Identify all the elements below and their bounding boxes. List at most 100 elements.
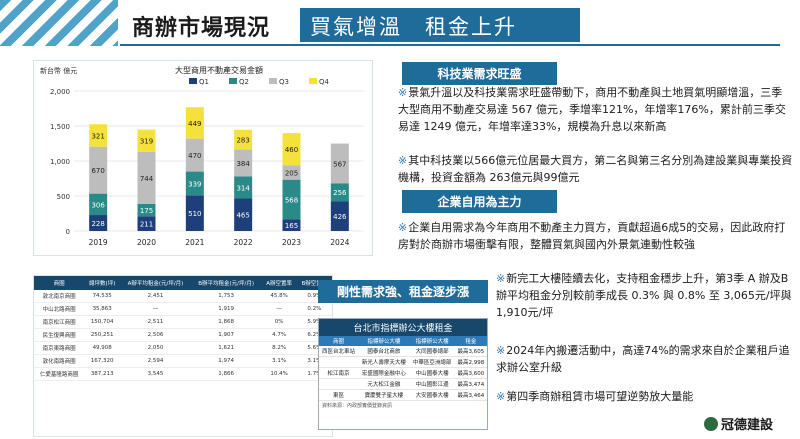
district-row: 南京東路商圈 49,908 2,050 1,621 8.2% 5.6% bbox=[34, 341, 332, 355]
building-cell: 中華區亞洲總部 bbox=[409, 356, 455, 368]
district-cell: 35,863 bbox=[84, 302, 121, 316]
district-cell: 南京東路商圈 bbox=[34, 341, 85, 355]
paragraph-tech-1: ※景氣升溫以及科技業需求旺盛帶動下，商用不動產與土地買氣明顯增溫，三季大型商用不… bbox=[398, 84, 793, 135]
paragraph-rent-2-text: 2024年內搬遷活動中，高達74%的需求來自於企業租戶追求辦公室升級 bbox=[496, 344, 790, 374]
district-header: 商圈 bbox=[34, 276, 85, 290]
building-cell: 最高3,605 bbox=[454, 346, 487, 357]
data-label: 460 bbox=[285, 146, 298, 154]
building-cell: 國泰台北商旅 bbox=[358, 346, 410, 357]
building-header: 商圈 bbox=[319, 336, 359, 346]
district-cell: 45.8% bbox=[261, 290, 297, 303]
district-row: 仁愛基隆路商圈 387,213 3,545 1,866 10.4% 1.7% bbox=[34, 367, 332, 381]
district-cell: 8.2% bbox=[261, 341, 297, 355]
y-tick-label: 1,500 bbox=[50, 123, 70, 131]
district-cell: 敦化南路商圈 bbox=[34, 354, 85, 368]
district-cell: 2,511 bbox=[120, 315, 191, 329]
district-cell: 1,866 bbox=[190, 367, 262, 381]
district-cell: 1,868 bbox=[190, 315, 262, 329]
legend-label: Q3 bbox=[279, 78, 289, 86]
logo-icon bbox=[704, 416, 718, 431]
bar-segment bbox=[89, 146, 108, 194]
district-row: 敦化南路商圈 167,320 2,594 1,974 3.1% 3.1% bbox=[34, 354, 332, 368]
legend-label: Q2 bbox=[239, 78, 249, 86]
building-cell: 松江南京 bbox=[319, 367, 359, 379]
paragraph-self-1: ※企業自用需求為今年商用不動產主力買方，貢獻超過6成5的交易，因此政府打房對於商… bbox=[398, 219, 793, 253]
district-row: 敦北南京商圈 74,535 2,451 1,753 45.8% 0.9% bbox=[34, 290, 332, 303]
tag-self-use: 企業自用為主力 bbox=[402, 190, 557, 213]
district-table-panel: 商圈 總坪數(坪) A辦平均租金(元/坪/月) B辦平均租金(元/坪/月) A辦空置率 B… bbox=[33, 275, 333, 437]
bar-segment bbox=[137, 129, 156, 152]
district-table: 商圈 總坪數(坪) A辦平均租金(元/坪/月) B辦平均租金(元/坪/月) A辦空置率 B… bbox=[34, 276, 332, 381]
district-cell: 1,621 bbox=[190, 341, 262, 355]
paragraph-rent-1: ※新完工大樓陸續去化，支持租金穩步上升，第3季 A 辦及B 辦平均租金分別較前季… bbox=[496, 270, 792, 321]
bar-segment bbox=[234, 129, 253, 150]
district-cell: 3.1% bbox=[261, 354, 297, 368]
data-label: 228 bbox=[91, 220, 104, 228]
district-cell: 167,320 bbox=[84, 354, 121, 368]
district-cell: 1,753 bbox=[190, 290, 262, 303]
bar-segment bbox=[234, 176, 253, 199]
building-header: 指標辦公大樓 bbox=[358, 336, 410, 346]
data-label: 744 bbox=[140, 175, 154, 183]
page-title: 商辦市場現況 bbox=[132, 16, 271, 41]
data-label: 670 bbox=[91, 167, 104, 175]
bar-segment bbox=[234, 149, 253, 177]
y-tick-label: 2,000 bbox=[50, 88, 70, 96]
bar-segment bbox=[89, 124, 108, 147]
bar-segment bbox=[330, 183, 349, 202]
district-cell: 1,907 bbox=[190, 328, 262, 342]
data-label: 384 bbox=[236, 160, 250, 168]
bar-segment bbox=[282, 179, 301, 220]
district-row: 南京松江商圈 150,704 2,511 1,868 0% 5.9% bbox=[34, 315, 332, 329]
data-label: 283 bbox=[236, 137, 249, 145]
bullet-mark: ※ bbox=[398, 221, 408, 234]
legend-label: Q1 bbox=[199, 78, 209, 86]
x-tick-label: 2022 bbox=[234, 238, 253, 247]
building-row: 新光人壽摩天大樓 中華區亞洲總部 最高2,998 bbox=[319, 356, 487, 368]
district-cell: 250,251 bbox=[84, 328, 121, 342]
building-cell: 中山國彰江邊 bbox=[409, 378, 455, 390]
bar-segment bbox=[137, 203, 156, 217]
paragraph-tech-2-text: 其中科技業以566億元位居最大買方，第二名與第三名分別為建設業與專業投資機構，投… bbox=[398, 154, 793, 184]
bullet-mark: ※ bbox=[496, 344, 506, 357]
building-header: 租金 bbox=[454, 336, 487, 346]
data-label: 470 bbox=[188, 152, 201, 160]
chart-unit-label: 新台幣 億元 bbox=[40, 66, 77, 75]
bullet-mark: ※ bbox=[398, 86, 408, 99]
district-cell: 49,908 bbox=[84, 341, 121, 355]
building-cell bbox=[319, 356, 359, 368]
building-cell: 最高3,464 bbox=[454, 389, 487, 401]
x-tick-label: 2020 bbox=[137, 238, 156, 247]
data-label: 165 bbox=[285, 222, 298, 230]
bar-segment bbox=[185, 138, 204, 172]
building-cell: 寶慶雙子星大樓 bbox=[358, 389, 410, 401]
building-row: 元大松江金融 中山國彰江邊 最高3,474 bbox=[319, 378, 487, 390]
building-cell: 最高2,998 bbox=[454, 356, 487, 368]
building-cell bbox=[319, 378, 359, 390]
building-rent-title: 台北市指標辦公大樓租金 bbox=[319, 319, 487, 336]
x-tick-label: 2019 bbox=[89, 238, 108, 247]
district-cell: 387,213 bbox=[84, 367, 121, 381]
district-cell: 0% bbox=[261, 315, 297, 329]
bullet-mark: ※ bbox=[496, 272, 506, 285]
y-tick-label: 1,000 bbox=[50, 158, 70, 166]
legend-swatch bbox=[269, 78, 277, 84]
building-cell: 東區 bbox=[319, 389, 359, 401]
chart-panel: 新台幣 億元 大型商用不動產交易金額 Q1 Q2 Q3 Q4 0 500 1,000 1,500 2… bbox=[33, 60, 373, 256]
district-cell: 3,545 bbox=[120, 367, 191, 381]
stacked-bar-chart: 新台幣 億元 大型商用不動產交易金額 Q1 Q2 Q3 Q4 0 500 1,000 1,500 2… bbox=[40, 65, 364, 247]
building-cell: 最高3,600 bbox=[454, 367, 487, 379]
data-label: 568 bbox=[285, 197, 298, 205]
district-cell: 2,594 bbox=[120, 354, 191, 368]
data-label: 321 bbox=[91, 132, 104, 140]
district-cell: 2,451 bbox=[120, 290, 191, 303]
bar-segment bbox=[234, 198, 253, 231]
data-label: 256 bbox=[333, 189, 347, 197]
data-label: 205 bbox=[285, 170, 298, 178]
bar-segment bbox=[137, 216, 156, 231]
legend-label: Q4 bbox=[319, 78, 330, 86]
data-label: 211 bbox=[140, 221, 153, 229]
y-tick-label: 500 bbox=[57, 193, 70, 201]
building-row: 松江南京 宏盛國際金融中心 中山國泰大樓 最高3,600 bbox=[319, 367, 487, 379]
data-label: 426 bbox=[333, 213, 347, 221]
